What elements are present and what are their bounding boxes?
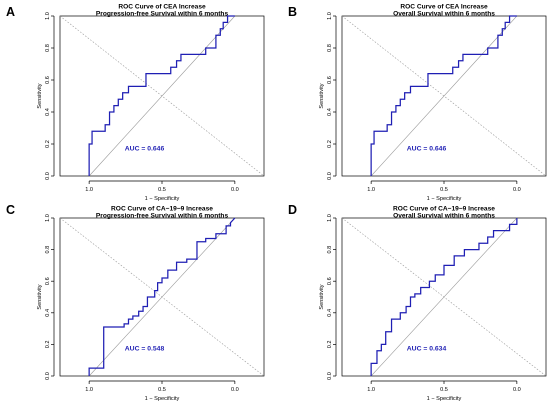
x-tick-label: 1.0	[367, 187, 375, 193]
plot-subtitle: Progression-free Survival within 6 month…	[96, 11, 229, 18]
y-tick-label: 0.2	[45, 140, 51, 148]
chance-diagonal	[370, 217, 518, 377]
y-tick-label: 1.0	[327, 214, 333, 222]
plot-frame	[341, 217, 547, 377]
y-tick-label: 0.0	[45, 372, 51, 380]
y-axis-label: Sensitivity	[37, 284, 43, 309]
plot-title: ROC Curve of CEA Increase	[118, 4, 206, 11]
panel-letter: C	[6, 203, 15, 217]
roc-panel-c: C ROC Curve of CA−19−9 IncreaseProgressio…	[6, 203, 265, 402]
plot-frame	[59, 217, 265, 377]
y-tick-label: 1.0	[45, 12, 51, 20]
y-tick-label: 0.6	[45, 277, 51, 285]
x-tick-label: 1.0	[85, 187, 93, 193]
x-tick-label: 0.0	[513, 387, 521, 393]
roc-curve-line	[88, 15, 235, 176]
y-axis-label: Sensitivity	[37, 83, 43, 108]
plot-subtitle: Overall Survival within 6 months	[393, 11, 495, 18]
chance-diagonal	[88, 217, 236, 377]
x-tick-label: 1.0	[367, 387, 375, 393]
roc-curve-line	[370, 15, 517, 176]
roc-panel-a: A ROC Curve of CEA IncreaseProgression-fr…	[6, 4, 265, 202]
plot-title: ROC Curve of CA−19−9 Increase	[393, 206, 495, 213]
x-axis-label: 1 − Specificity	[145, 396, 180, 402]
y-tick-label: 0.8	[327, 246, 333, 254]
y-tick-label: 0.0	[45, 172, 51, 180]
x-tick-label: 0.5	[158, 187, 166, 193]
x-tick-label: 1.0	[85, 387, 93, 393]
y-tick-label: 0.8	[327, 44, 333, 52]
plot-frame	[59, 15, 265, 177]
y-tick-label: 0.4	[45, 108, 51, 116]
panel-letter: A	[6, 5, 15, 19]
y-tick-label: 0.2	[327, 341, 333, 349]
x-axis-label: 1 − Specificity	[427, 196, 462, 202]
y-tick-label: 0.4	[45, 309, 51, 317]
y-tick-label: 0.8	[45, 246, 51, 254]
plot-title: ROC Curve of CEA Increase	[400, 4, 488, 11]
plot-subtitle: Overall Survival within 6 months	[393, 213, 495, 220]
auc-annotation: AUC = 0.646	[407, 145, 447, 152]
y-tick-label: 0.4	[327, 309, 333, 317]
x-tick-label: 0.5	[440, 187, 448, 193]
y-tick-label: 0.8	[45, 44, 51, 52]
y-tick-label: 1.0	[45, 214, 51, 222]
plot-subtitle: Progression-free Survival within 6 month…	[96, 213, 229, 220]
y-tick-label: 0.4	[327, 108, 333, 116]
chance-diagonal	[88, 15, 236, 177]
x-tick-label: 0.0	[231, 187, 239, 193]
x-axis-label: 1 − Specificity	[427, 396, 462, 402]
x-tick-label: 0.5	[158, 387, 166, 393]
y-tick-label: 0.6	[327, 76, 333, 84]
y-tick-label: 1.0	[327, 12, 333, 20]
y-tick-label: 0.6	[45, 76, 51, 84]
y-tick-label: 0.6	[327, 277, 333, 285]
plot-title: ROC Curve of CA−19−9 Increase	[111, 206, 213, 213]
auc-annotation: AUC = 0.646	[125, 145, 165, 152]
chance-diagonal	[370, 15, 518, 177]
auc-annotation: AUC = 0.548	[125, 346, 165, 353]
x-tick-label: 0.0	[513, 187, 521, 193]
y-tick-label: 0.0	[327, 372, 333, 380]
y-tick-label: 0.2	[327, 140, 333, 148]
roc-curve-line	[370, 218, 518, 376]
y-tick-label: 0.0	[327, 172, 333, 180]
y-axis-label: Sensitivity	[319, 284, 325, 309]
auc-annotation: AUC = 0.634	[407, 346, 447, 353]
y-tick-label: 0.2	[45, 341, 51, 349]
panel-letter: D	[288, 203, 297, 217]
x-axis-label: 1 − Specificity	[145, 196, 180, 202]
x-tick-label: 0.0	[231, 387, 239, 393]
panel-letter: B	[288, 5, 297, 19]
plot-frame	[341, 15, 547, 177]
y-axis-label: Sensitivity	[319, 83, 325, 108]
x-tick-label: 0.5	[440, 387, 448, 393]
roc-curve-line	[88, 217, 236, 376]
